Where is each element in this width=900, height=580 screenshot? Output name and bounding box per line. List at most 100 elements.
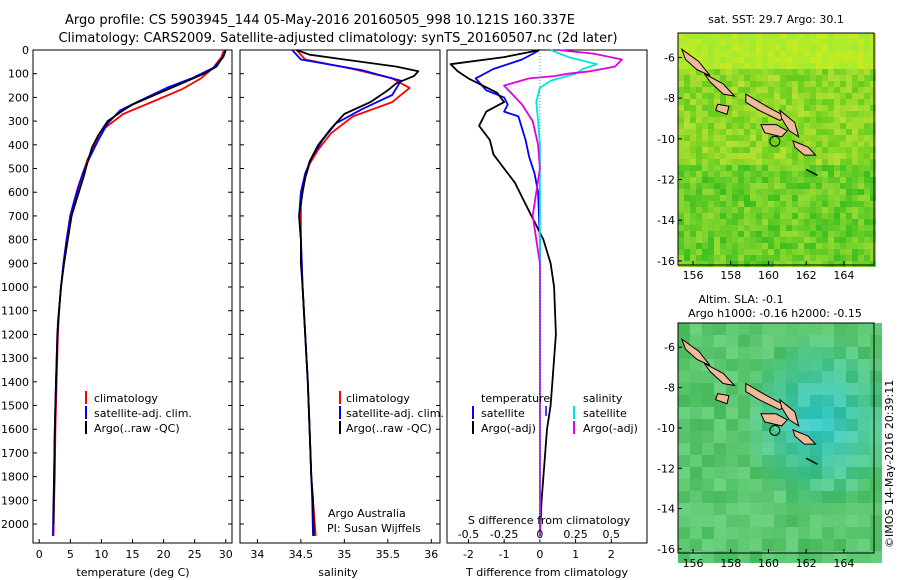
map-cell [750, 129, 756, 135]
map-cell [750, 261, 756, 267]
map-y-tick-label: -6 [664, 51, 675, 64]
map-cell [846, 39, 852, 45]
map-cell [738, 237, 744, 243]
map-cell [816, 51, 822, 57]
map-cell [858, 443, 870, 455]
map-cell [720, 129, 726, 135]
map-cell [762, 75, 768, 81]
map-cell [834, 159, 840, 165]
map-cell [702, 105, 708, 111]
map-cell [678, 183, 684, 189]
map-cell [744, 171, 750, 177]
map-cell [684, 177, 690, 183]
map-cell [690, 189, 696, 195]
map-cell [708, 171, 714, 177]
map-cell [690, 165, 696, 171]
map-cell [702, 99, 708, 105]
imos-credit-stamp: ©IMOS 14-May-2016 20:39:11 [883, 380, 896, 548]
map-cell [702, 171, 708, 177]
map-cell [702, 527, 714, 539]
map-cell [750, 69, 756, 75]
map-cell [750, 323, 762, 335]
map-cell [696, 69, 702, 75]
map-cell [792, 33, 798, 39]
y-tick-label: 200 [8, 91, 29, 104]
map-cell [828, 189, 834, 195]
temperature-legend: climatology satellite-adj. clim. Argo(..… [85, 391, 192, 435]
map-cell [744, 57, 750, 63]
map-cell [702, 57, 708, 63]
map-cell [690, 141, 696, 147]
map-cell [744, 201, 750, 207]
map-cell [714, 383, 726, 395]
map-cell [810, 129, 816, 135]
map-cell [816, 189, 822, 195]
map-cell [702, 261, 708, 267]
map-cell [684, 81, 690, 87]
map-frame [677, 32, 875, 266]
map-cell [720, 243, 726, 249]
map-cell [828, 105, 834, 111]
map-cell [726, 39, 732, 45]
map-cell [810, 395, 822, 407]
map-cell [750, 479, 762, 491]
map-cell [792, 57, 798, 63]
map-cell [852, 39, 858, 45]
map-cell [762, 57, 768, 63]
map-cell [816, 153, 822, 159]
map-cell [834, 51, 840, 57]
map-cell [786, 395, 798, 407]
map-cell [816, 33, 822, 39]
map-cell [840, 147, 846, 153]
map-cell [822, 189, 828, 195]
map-cell [726, 165, 732, 171]
map-cell [678, 189, 684, 195]
map-cell [768, 57, 774, 63]
map-cell [702, 503, 714, 515]
map-cell [774, 177, 780, 183]
map-cell [690, 479, 702, 491]
map-cell [702, 195, 708, 201]
map-cell [858, 347, 870, 359]
map-cell [858, 153, 864, 159]
map-cell [810, 407, 822, 419]
map-cell [732, 135, 738, 141]
map-cell [810, 213, 816, 219]
map-cell [714, 335, 726, 347]
map-cell [726, 479, 738, 491]
map-cell [786, 75, 792, 81]
map-cell [798, 347, 810, 359]
map-cell [684, 129, 690, 135]
map-cell [744, 63, 750, 69]
x-tick-label: 2 [608, 548, 615, 561]
map-cell [708, 237, 714, 243]
map-cell [684, 261, 690, 267]
map-cell [714, 249, 720, 255]
map-cell [744, 243, 750, 249]
map-cell [834, 183, 840, 189]
map-cell [732, 87, 738, 93]
map-cell [750, 111, 756, 117]
map-cell [678, 171, 684, 177]
map-cell [738, 243, 744, 249]
map-cell [762, 467, 774, 479]
map-cell [834, 207, 840, 213]
map-cell [792, 69, 798, 75]
map-cell [834, 479, 846, 491]
map-cell [822, 371, 834, 383]
map-cell [708, 147, 714, 153]
difference-x-axis: -2 -1 0 1 2 [463, 539, 615, 561]
map-cell [822, 467, 834, 479]
map-cell [828, 81, 834, 87]
map-cell [726, 63, 732, 69]
map-cell [840, 231, 846, 237]
map-cell [828, 111, 834, 117]
map-cell [828, 171, 834, 177]
map-cell [696, 207, 702, 213]
map-cell [756, 75, 762, 81]
map-cell [678, 371, 690, 383]
map-cell [840, 159, 846, 165]
map-cell [750, 419, 762, 431]
map-cell [834, 33, 840, 39]
map-cell [750, 117, 756, 123]
